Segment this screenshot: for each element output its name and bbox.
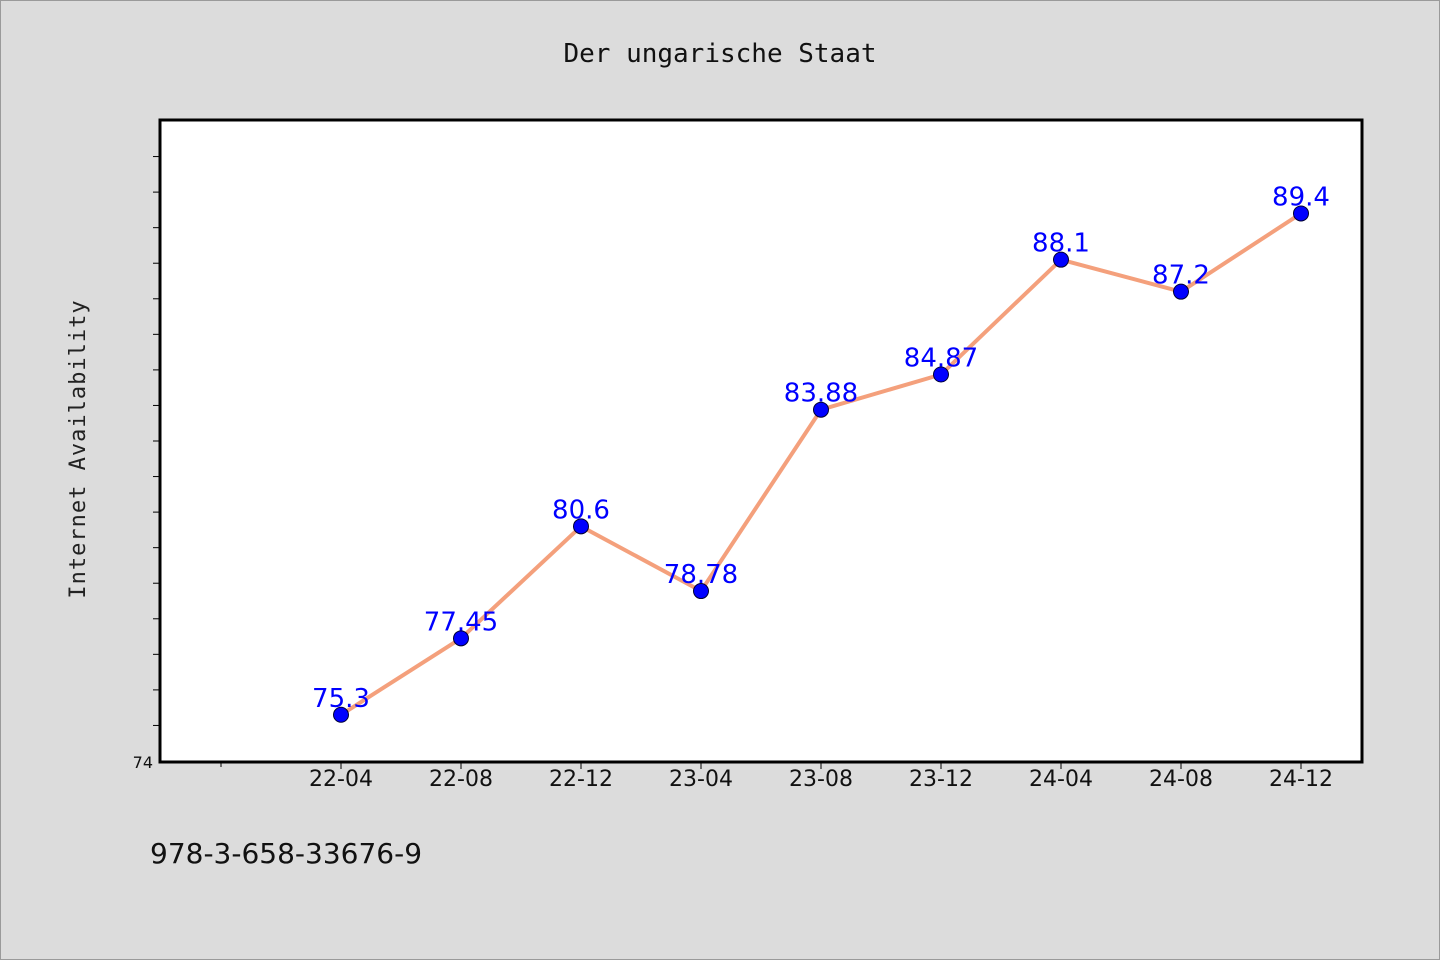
data-point-marker <box>453 630 469 647</box>
x-tick-label: 23-08 <box>789 767 853 792</box>
data-label: 89.4 <box>1272 182 1330 212</box>
series-layer <box>333 205 1309 723</box>
data-point-marker <box>693 583 709 600</box>
x-tick-label: 23-12 <box>909 767 973 792</box>
data-point-marker <box>1173 283 1189 300</box>
x-tick-label: 22-08 <box>429 767 493 792</box>
data-label: 75.3 <box>312 684 370 714</box>
data-point-marker <box>573 518 589 535</box>
x-tick-label: 22-12 <box>549 767 613 792</box>
y-tick-label-min: 74 <box>133 753 153 772</box>
data-label: 84.87 <box>904 344 978 374</box>
data-labels-layer: 75.3 77.45 80.6 78.78 83.88 84.87 88.1 87.2 89.4 <box>312 182 1330 713</box>
data-point-marker <box>1293 205 1309 222</box>
data-label: 88.1 <box>1032 229 1090 259</box>
chart-title: Der ungarische Staat <box>563 39 876 69</box>
data-point-marker <box>813 401 829 418</box>
data-label: 80.6 <box>552 495 610 525</box>
data-point-marker <box>333 706 349 723</box>
data-label: 87.2 <box>1152 261 1210 291</box>
data-label: 83.88 <box>784 379 858 409</box>
y-axis-ticks <box>153 156 161 726</box>
y-axis-label: Internet Availability <box>66 299 91 598</box>
x-tick-label: 24-08 <box>1149 767 1213 792</box>
x-tick-label: 23-04 <box>669 767 733 792</box>
x-tick-label: 22-04 <box>309 767 373 792</box>
x-tick-label: 24-04 <box>1029 767 1093 792</box>
data-point-marker <box>933 366 949 383</box>
data-point-marker <box>1053 251 1069 268</box>
footer-isbn: 978-3-658-33676-9 <box>150 837 422 870</box>
x-axis-ticks: 22-04 22-08 22-12 23-04 23-08 23-12 24-04 24-08… <box>220 761 1333 792</box>
data-label: 78.78 <box>664 560 738 590</box>
x-tick-label: 24-12 <box>1269 767 1333 792</box>
data-label: 77.45 <box>424 607 498 637</box>
plot-area <box>158 118 1364 764</box>
